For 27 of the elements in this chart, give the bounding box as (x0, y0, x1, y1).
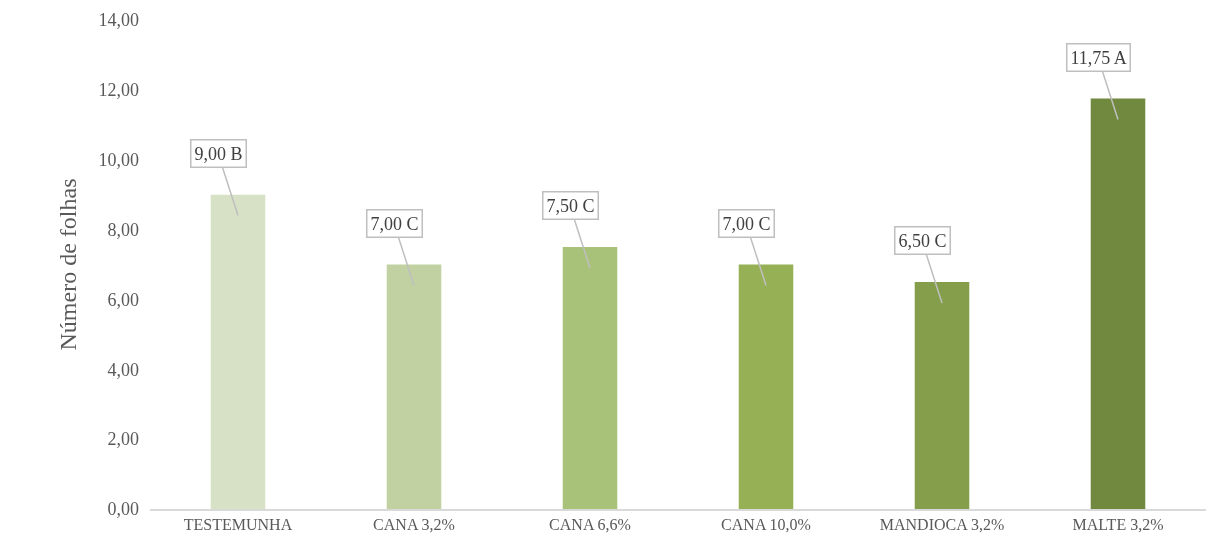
y-tick-label: 4,00 (107, 359, 139, 380)
x-tick-label: MANDIOCA 3,2% (879, 515, 1005, 533)
y-tick-label: 8,00 (107, 219, 139, 240)
bar (1090, 98, 1146, 509)
x-tick-label: CANA 3,2% (373, 515, 455, 533)
x-tick-label: CANA 10,0% (721, 515, 811, 533)
bar (562, 247, 618, 509)
bar (914, 281, 970, 509)
x-tick-label: CANA 6,6% (549, 515, 631, 533)
data-label: 7,00 C (370, 213, 419, 234)
x-tick-label: TESTEMUNHA (183, 515, 293, 533)
data-label: 9,00 B (194, 143, 243, 164)
data-label: 6,50 C (898, 230, 947, 251)
y-tick-label: 12,00 (98, 80, 139, 101)
bar (386, 264, 442, 509)
bar (738, 264, 794, 509)
y-tick-label: 2,00 (107, 429, 139, 450)
y-tick-label: 6,00 (107, 289, 139, 310)
y-tick-label: 10,00 (98, 150, 139, 171)
bar (210, 194, 266, 509)
data-label: 7,00 C (722, 213, 771, 234)
y-tick-label: 14,00 (98, 10, 139, 31)
y-tick-label: 0,00 (107, 499, 139, 520)
x-tick-label: MALTE 3,2% (1072, 515, 1164, 533)
y-axis-title: Número de folhas (54, 178, 81, 351)
data-label: 7,50 C (546, 195, 595, 216)
data-label: 11,75 A (1070, 47, 1127, 68)
